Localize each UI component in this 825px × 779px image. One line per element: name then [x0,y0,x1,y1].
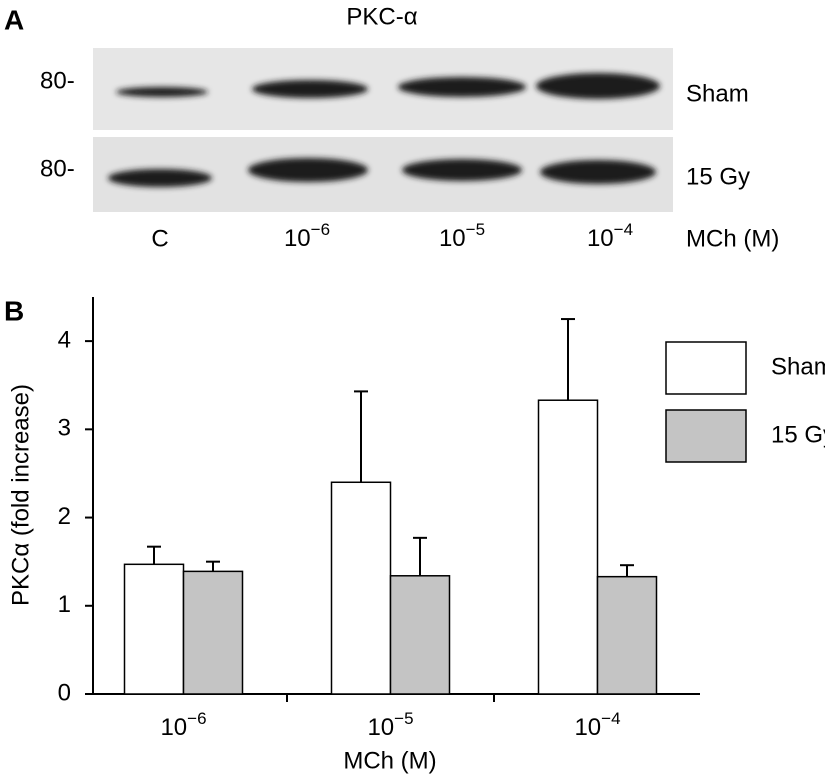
bar [596,575,658,695]
legend-label: Sham [771,353,825,380]
marker-label: 80- [40,67,75,94]
bar [330,481,392,695]
legend-swatch [665,409,747,463]
y-tick-label: 3 [58,415,71,442]
y-tick-label: 4 [58,326,71,353]
band [116,87,208,97]
y-tick-label: 1 [58,591,71,618]
y-tick-label: 0 [58,679,71,706]
band [252,80,368,98]
row-label: 15 Gy [686,163,750,190]
panel-label: B [4,295,24,326]
x-axis-label: MCh (M) [343,747,436,774]
band [540,160,656,184]
bar [123,563,185,695]
band [108,169,212,187]
band [398,77,526,97]
blot-title: PKC-α [346,3,417,30]
lane-axis-label: MCh (M) [686,225,779,252]
bar [389,575,451,695]
legend-swatch [665,341,747,395]
lane-label: 10−6 [284,220,330,252]
bar [537,399,599,695]
panel-label: A [4,4,24,35]
y-axis-label: PKCα (fold increase) [7,384,34,606]
band [536,73,660,99]
band [248,158,368,182]
bar [182,570,244,695]
legend-label: 15 Gy [771,421,825,448]
lane-label: 10−5 [439,220,485,252]
x-tick-label: 10−5 [367,709,413,741]
band [402,159,522,181]
row-label: Sham [686,80,749,107]
y-tick-label: 2 [58,503,71,530]
x-tick-label: 10−6 [160,709,206,741]
lane-label: 10−4 [587,220,633,252]
blot-bands [108,73,660,187]
marker-label: 80- [40,155,75,182]
x-tick-label: 10−4 [574,709,620,741]
lane-label: C [151,225,168,252]
